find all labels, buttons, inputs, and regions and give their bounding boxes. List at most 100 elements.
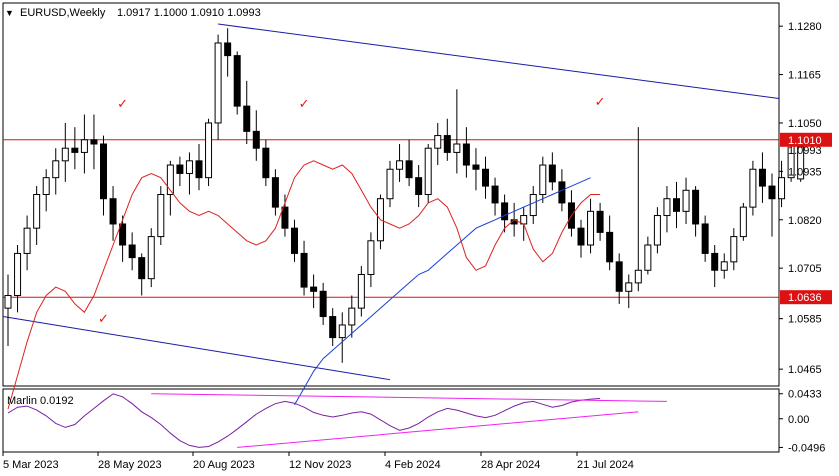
price-tick-label: 1.0705 [788,263,822,275]
candle-body [587,210,595,246]
upper-level-marker-bg [780,132,832,147]
candle-body [453,143,461,153]
price-tick-label: 1.1165 [788,70,821,82]
time-tick-label: 12 Nov 2023 [289,459,351,471]
candle-body [482,168,489,187]
candle-body [396,160,404,170]
indicator-tick-label: 0.0433 [788,389,822,401]
candle-body [23,227,31,254]
indicator-name: Marlin 0.0192 [7,395,74,407]
marlin-lower-trendline [237,411,639,448]
time-tick-label: 28 Apr 2024 [481,459,540,471]
check-mark-3: ✓ [595,95,606,110]
candle-body [768,185,776,200]
candle-body [271,177,279,208]
price-tick-label: 1.0820 [788,215,822,227]
candle-body [42,177,50,196]
check-mark-1: ✓ [117,97,128,112]
candle-body [529,194,537,217]
candle-body [52,160,60,179]
candle-body [262,147,270,179]
symbol-label: EURUSD,Weekly [20,7,106,19]
candle-body [205,122,213,179]
candle-body [797,146,805,180]
candle-body [90,139,98,145]
candle-body [233,55,241,107]
candle-body [100,143,107,200]
candle-body [405,160,413,179]
upper-trendline [218,23,780,99]
time-tick-label: 28 May 2023 [98,459,162,471]
candle-body [128,244,136,259]
candle-body [577,227,585,246]
trendlines [2,23,780,381]
current-price-label: 1.0993 [788,145,822,157]
candle-body [310,286,318,292]
candle-body [596,210,604,233]
price-axis: 1.1280 1.1165 1.1050 1.0935 1.0820 1.0705 1.05… [779,21,822,376]
candle-body [329,316,337,339]
candle-body [80,139,88,153]
candle-body [730,236,738,263]
time-tick-label: 21 Jul 2024 [577,459,634,471]
candle-body [634,269,642,284]
indicator-pane[interactable] [2,388,780,453]
candle-body [319,290,327,318]
candle-body [147,236,155,280]
candle-body [625,282,633,292]
candle-body [462,143,470,166]
candle-body [195,160,203,179]
candle-body [176,164,184,174]
candle-body [214,42,222,124]
candle-body [615,261,623,292]
candle-body [300,252,308,288]
dropdown-icon[interactable]: ▼ [5,8,14,18]
candle-body [472,164,480,170]
candle-body [61,147,69,162]
checkmarks: ✓ ✓ ✓ ✓ [98,95,606,327]
candle-body [157,194,165,238]
lower-trendline [2,316,391,381]
candle-body [243,105,251,132]
horizontal-levels [3,139,779,298]
candle-body [348,307,356,326]
candle-body [119,223,127,246]
candle-body [138,257,146,280]
fast-ma-line [7,160,601,410]
candle-body [739,206,747,238]
time-tick-label: 5 Mar 2023 [3,459,59,471]
candle-body [644,244,652,271]
moving-averages [7,160,601,410]
check-mark-2: ✓ [299,97,310,112]
candle-body [4,295,12,309]
candle-body [386,168,394,200]
time-tick-label: 20 Aug 2023 [193,459,255,471]
candle-body [682,189,690,212]
marlin-line [7,393,601,448]
candle-body [338,324,346,339]
candle-body [692,189,700,225]
candle-body [14,252,22,297]
lower-level-marker-bg [780,290,832,305]
price-tick-label: 1.0935 [788,166,822,178]
candle-body [291,227,298,254]
indicator-axis: 0.0433 0.00 -0.0496 [779,389,825,454]
ohlc-values: 1.0917 1.1000 1.0910 1.0993 [117,7,261,19]
candlesticks [4,28,805,363]
candle-body [539,164,547,196]
candle-body [778,177,786,200]
candle-body [224,42,232,57]
candle-body [109,198,117,225]
candle-body [758,168,766,187]
price-tick-label: 1.0465 [788,364,822,376]
candle-body [357,273,365,309]
candle-body [749,168,757,208]
slow-ma-line [294,177,591,406]
candle-body [33,194,41,229]
candle-body [491,185,499,204]
check-mark-4: ✓ [98,312,109,327]
time-axis: 5 Mar 2023 28 May 2023 20 Aug 2023 12 Nov 2… [2,452,634,471]
price-tick-label: 1.1050 [788,118,822,130]
